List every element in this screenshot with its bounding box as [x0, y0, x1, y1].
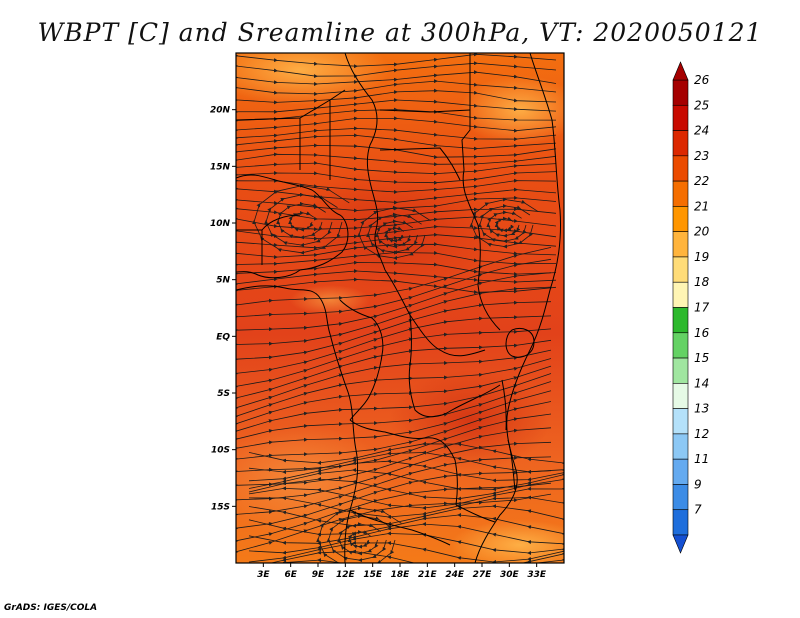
warm-region-north: [236, 53, 390, 105]
colorbar-label-24: 24: [694, 124, 709, 138]
colorbar-label-12: 12: [694, 427, 709, 441]
colorbar-label-23: 23: [694, 149, 709, 163]
colorbar-swatch-25: [672, 104, 689, 131]
lon-label-30e: 30E: [500, 570, 520, 580]
colorbar-swatch-12: [672, 433, 689, 460]
colorbar-label-19: 19: [694, 250, 709, 264]
lon-label-18e: 18E: [391, 570, 411, 580]
border-5: [384, 269, 486, 357]
country-borders: [236, 53, 561, 563]
colorbar: 26 25 24 23 22 21 20 19 18 17 16 15 14 13 12 11 9 7: [672, 61, 710, 554]
colorbar-swatch-11: [672, 458, 689, 485]
streamline: [236, 160, 557, 176]
streamlines: [236, 53, 564, 563]
chart-title: WBPT [C] and Sreamline at 300hPa, VT: 20…: [37, 18, 763, 47]
colorbar-label-26: 26: [694, 73, 710, 87]
colorbar-swatch-15: [672, 357, 689, 384]
lon-label-33e: 33E: [527, 570, 547, 580]
warm-region-south: [236, 425, 390, 535]
border-2: [461, 53, 501, 331]
lake-tanganyika: [501, 379, 516, 491]
colorbar-swatch-19: [672, 256, 689, 283]
hot-region-central: [280, 170, 500, 290]
lon-label-27e: 27E: [473, 570, 493, 580]
border-4: [299, 100, 461, 181]
colorbar-swatch-9: [672, 484, 689, 511]
colorbar-top-arrow: [672, 61, 689, 81]
border-8: [349, 419, 458, 506]
colorbar-label-25: 25: [694, 98, 709, 112]
colorbar-label-11: 11: [694, 452, 709, 466]
colorbar-swatch-21: [672, 206, 689, 232]
colorbar-label-22: 22: [694, 174, 709, 188]
colorbar-swatch-23: [672, 155, 689, 182]
lat-label-eq: EQ: [216, 332, 230, 342]
lat-label-5s: 5S: [217, 389, 230, 399]
colorbar-label-21: 21: [694, 199, 709, 213]
border-3: [236, 89, 471, 121]
coastline-gulf-of-guinea: [236, 285, 359, 563]
colorbar-swatch-26: [672, 79, 689, 106]
colorbar-swatch-14: [672, 383, 689, 409]
colorbar-label-20: 20: [694, 225, 710, 239]
border-7: [408, 314, 501, 418]
border-1: [344, 53, 386, 271]
colorbar-swatch-18: [672, 281, 689, 308]
lon-label-9e: 9E: [312, 570, 325, 580]
lon-label-6e: 6E: [284, 570, 297, 580]
vortex-streamline: [469, 197, 539, 249]
latitude-axis: 20N 15N 10N 5N EQ 5S 10S 15S: [210, 106, 236, 512]
colorbar-label-9: 9: [694, 477, 702, 491]
lon-label-12e: 12E: [336, 570, 356, 580]
border-9: [349, 504, 496, 546]
lon-label-15e: 15E: [363, 570, 383, 580]
lat-label-10n: 10N: [210, 219, 231, 229]
colorbar-label-15: 15: [694, 351, 709, 365]
colorbar-swatch-7: [672, 509, 689, 536]
lat-label-10s: 10S: [211, 446, 230, 456]
border-10: [236, 214, 301, 265]
lat-label-15s: 15S: [211, 502, 230, 512]
longitude-axis: 3E 6E 9E 12E 15E 18E 21E 24E 27E 30E 33E: [257, 563, 547, 580]
lon-label-3e: 3E: [257, 570, 270, 580]
border-6: [339, 299, 384, 421]
lat-label-20n: 20N: [210, 106, 231, 116]
vortex-streamline: [357, 205, 431, 261]
warm-region-northeast: [460, 75, 564, 145]
colorbar-swatch-16: [672, 332, 689, 359]
colorbar-label-14: 14: [694, 376, 709, 390]
lat-label-15n: 15N: [210, 162, 231, 172]
colorbar-swatch-17: [672, 307, 689, 334]
colorbar-label-18: 18: [694, 275, 710, 289]
colorbar-label-17: 17: [694, 301, 710, 315]
colorbar-swatch-22: [672, 180, 689, 207]
lon-label-24e: 24E: [445, 570, 465, 580]
map-plot-area: [236, 53, 564, 563]
colorbar-bottom-arrow: [672, 534, 689, 554]
coastline-west-africa: [236, 174, 349, 279]
colorbar-label-16: 16: [694, 326, 710, 340]
colorbar-label-13: 13: [694, 402, 709, 416]
lon-label-21e: 21E: [418, 570, 438, 580]
colorbar-swatch-20: [672, 231, 689, 258]
colorbar-swatch-24: [672, 130, 689, 157]
lat-label-5n: 5N: [216, 276, 230, 286]
credit-label: GrADS: IGES/COLA: [4, 603, 98, 613]
colorbar-label-7: 7: [694, 503, 702, 517]
lake-victoria: [505, 328, 535, 358]
colorbar-swatch-13: [672, 408, 689, 435]
vortex-streamline: [316, 506, 402, 563]
